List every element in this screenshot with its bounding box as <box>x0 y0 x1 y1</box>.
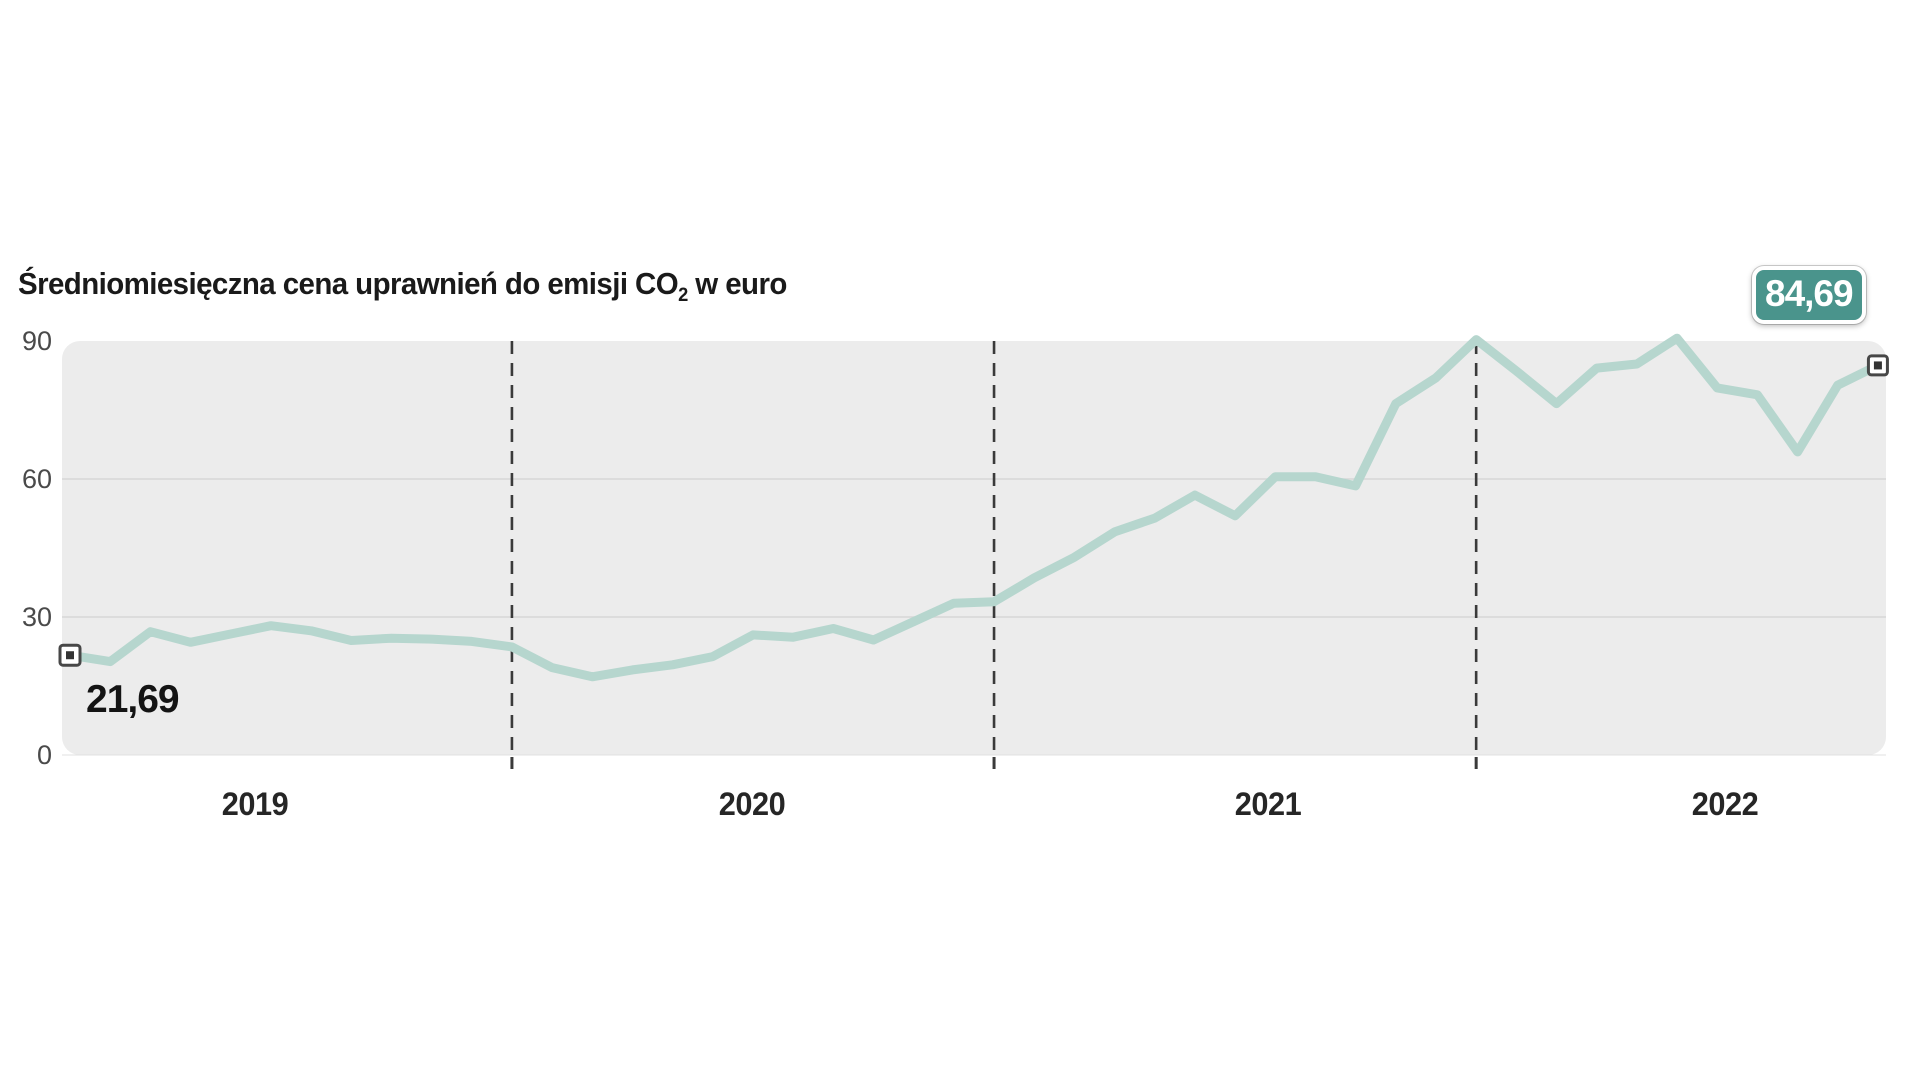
y-tick-30: 30 <box>21 602 52 632</box>
chart-title-suffix: w euro <box>687 266 787 301</box>
start-value-label: 21,69 <box>86 678 180 721</box>
y-tick-90: 90 <box>21 326 52 356</box>
end-point-marker-inner <box>1873 361 1882 370</box>
plot-area-background <box>62 341 1886 755</box>
current-value-badge: 84,69 <box>1752 266 1866 324</box>
x-label-2019: 2019 <box>221 786 289 822</box>
start-point-marker-inner <box>66 651 74 660</box>
chart-title-text: Średniomiesięczna cena uprawnień do emis… <box>18 266 679 301</box>
y-tick-0: 0 <box>36 740 52 770</box>
x-label-2021: 2021 <box>1234 786 1302 822</box>
chart-title-subscript: 2 <box>678 285 688 307</box>
x-label-2020: 2020 <box>718 786 786 822</box>
y-tick-60: 60 <box>21 464 52 494</box>
chart-title: Średniomiesięczna cena uprawnień do emis… <box>18 266 787 305</box>
price-series-line <box>65 333 1883 682</box>
x-label-2022: 2022 <box>1691 786 1759 822</box>
